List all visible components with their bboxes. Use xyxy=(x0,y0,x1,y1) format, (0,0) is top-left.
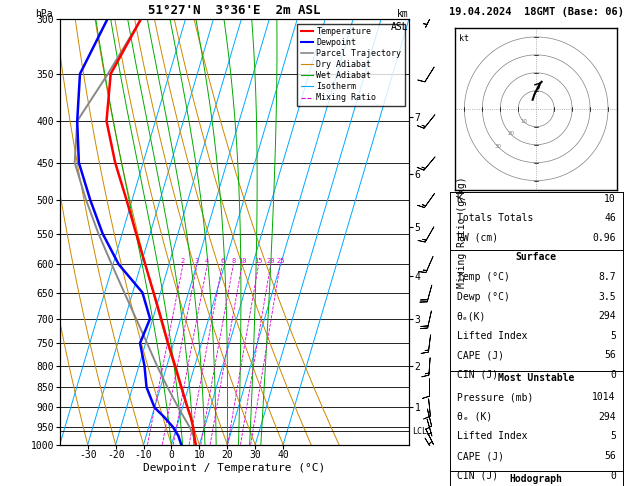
Text: 5: 5 xyxy=(610,330,616,341)
Text: Hodograph: Hodograph xyxy=(509,473,563,484)
Text: km: km xyxy=(397,9,409,18)
Text: Mixing Ratio (g/kg): Mixing Ratio (g/kg) xyxy=(457,176,467,288)
Text: 20: 20 xyxy=(267,258,275,264)
Text: 2: 2 xyxy=(181,258,185,264)
Text: 294: 294 xyxy=(598,412,616,422)
Legend: Temperature, Dewpoint, Parcel Trajectory, Dry Adiabat, Wet Adiabat, Isotherm, Mi: Temperature, Dewpoint, Parcel Trajectory… xyxy=(297,24,404,106)
Text: kt: kt xyxy=(459,34,469,42)
Text: Surface: Surface xyxy=(516,253,557,262)
Text: 294: 294 xyxy=(598,311,616,321)
Text: CIN (J): CIN (J) xyxy=(457,370,498,380)
Text: ASL: ASL xyxy=(391,21,409,32)
X-axis label: Dewpoint / Temperature (°C): Dewpoint / Temperature (°C) xyxy=(143,463,325,473)
Text: 51°27'N  3°36'E  2m ASL: 51°27'N 3°36'E 2m ASL xyxy=(148,4,321,17)
Text: θₑ(K): θₑ(K) xyxy=(457,311,486,321)
Text: θₑ (K): θₑ (K) xyxy=(457,412,492,422)
Text: hPa: hPa xyxy=(35,9,53,19)
Text: Pressure (mb): Pressure (mb) xyxy=(457,392,533,402)
Text: 0.96: 0.96 xyxy=(593,233,616,243)
Text: 19.04.2024  18GMT (Base: 06): 19.04.2024 18GMT (Base: 06) xyxy=(448,7,624,17)
Text: 0: 0 xyxy=(610,470,616,481)
Text: 20: 20 xyxy=(508,131,515,137)
Text: 4: 4 xyxy=(205,258,209,264)
Text: 56: 56 xyxy=(604,350,616,360)
Text: Lifted Index: Lifted Index xyxy=(457,330,527,341)
Text: PW (cm): PW (cm) xyxy=(457,233,498,243)
Text: 1014: 1014 xyxy=(593,392,616,402)
Text: 8: 8 xyxy=(231,258,235,264)
Text: Totals Totals: Totals Totals xyxy=(457,213,533,224)
Text: 46: 46 xyxy=(604,213,616,224)
Text: 10: 10 xyxy=(238,258,247,264)
Text: 56: 56 xyxy=(604,451,616,461)
Text: K: K xyxy=(457,194,462,204)
Text: Dewp (°C): Dewp (°C) xyxy=(457,292,509,302)
Text: 5: 5 xyxy=(610,432,616,441)
Text: 30: 30 xyxy=(495,144,502,149)
Text: 15: 15 xyxy=(254,258,263,264)
Text: CAPE (J): CAPE (J) xyxy=(457,451,504,461)
Text: 0: 0 xyxy=(610,370,616,380)
Text: 3: 3 xyxy=(195,258,199,264)
Text: 10: 10 xyxy=(520,119,527,124)
Text: CIN (J): CIN (J) xyxy=(457,470,498,481)
Text: 3.5: 3.5 xyxy=(598,292,616,302)
Text: CAPE (J): CAPE (J) xyxy=(457,350,504,360)
Text: Most Unstable: Most Unstable xyxy=(498,373,574,383)
Text: 6: 6 xyxy=(220,258,225,264)
Text: 25: 25 xyxy=(276,258,284,264)
Text: 8.7: 8.7 xyxy=(598,272,616,282)
Text: Temp (°C): Temp (°C) xyxy=(457,272,509,282)
Text: LCL: LCL xyxy=(413,427,427,436)
Text: Lifted Index: Lifted Index xyxy=(457,432,527,441)
Text: 10: 10 xyxy=(604,194,616,204)
